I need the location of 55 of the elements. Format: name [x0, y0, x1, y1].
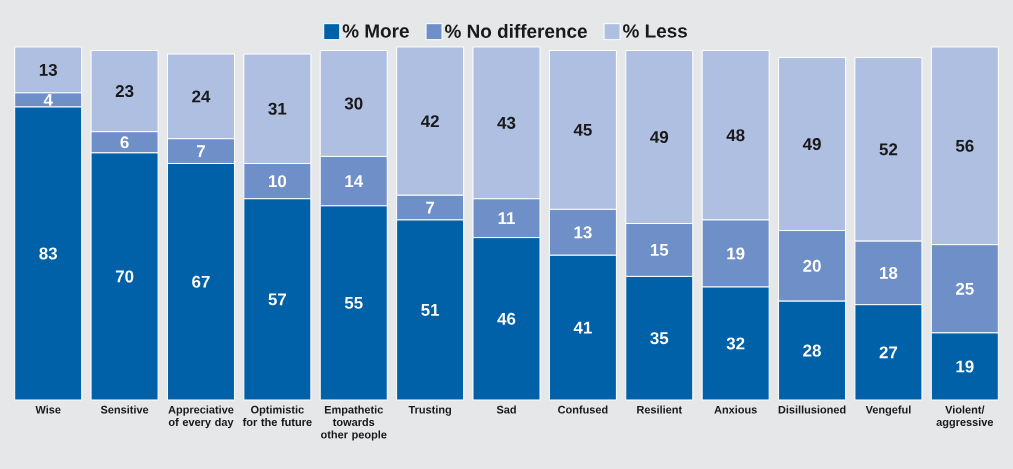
- data-label: 25: [955, 282, 974, 295]
- x-tick-label: Sensitive: [100, 405, 149, 414]
- data-label: 45: [573, 124, 592, 136]
- data-label: 49: [802, 138, 821, 151]
- data-label: 7: [196, 145, 205, 157]
- legend-label: % More: [342, 24, 409, 38]
- data-label: 48: [726, 129, 745, 142]
- data-label: 19: [956, 360, 974, 373]
- data-label: 52: [879, 143, 898, 156]
- data-label: 13: [39, 63, 58, 76]
- x-tick-label: Disillusioned: [778, 405, 846, 414]
- data-label: 51: [421, 304, 440, 316]
- data-label: 31: [268, 102, 287, 115]
- x-tick-label: Confused: [558, 405, 608, 414]
- data-label: 4: [43, 94, 53, 106]
- x-tick-label: Optimistic for the future: [242, 405, 312, 427]
- data-label: 57: [268, 293, 287, 306]
- data-label: 23: [115, 85, 134, 98]
- data-label: 46: [497, 312, 516, 325]
- x-tick-label: Empathetic towards other people: [320, 405, 387, 441]
- data-label: 13: [574, 226, 592, 239]
- data-label: 49: [650, 131, 669, 143]
- data-label: 28: [803, 344, 821, 357]
- x-tick-label: Anxious: [714, 405, 757, 414]
- data-label: 11: [498, 212, 515, 225]
- data-label: 56: [955, 139, 974, 152]
- data-label: 10: [269, 175, 287, 188]
- data-label: 35: [650, 332, 669, 345]
- data-label: 30: [344, 97, 363, 110]
- data-label: 70: [115, 270, 134, 283]
- data-label: 27: [879, 346, 898, 359]
- x-tick-label: Vengeful: [865, 405, 911, 416]
- x-tick-label: Trusting: [408, 405, 451, 416]
- data-label: 83: [39, 247, 58, 260]
- legend-label: % No difference: [444, 24, 587, 38]
- data-label: 67: [192, 275, 210, 288]
- data-label: 55: [344, 297, 363, 309]
- x-tick-label: Violent/ aggressive: [936, 405, 994, 429]
- data-label: 18: [880, 266, 898, 279]
- data-label: 15: [650, 244, 669, 256]
- data-label: 24: [192, 90, 211, 103]
- x-tick-label: Resilient: [637, 405, 682, 414]
- data-label: 42: [420, 115, 439, 128]
- data-label: 14: [345, 175, 364, 187]
- data-label: 41: [573, 321, 592, 334]
- legend-label: % Less: [623, 24, 687, 38]
- data-label: 19: [727, 247, 745, 260]
- data-label: 32: [726, 337, 745, 350]
- data-label: 43: [497, 116, 516, 129]
- data-label: 20: [803, 259, 821, 272]
- data-label: 6: [120, 136, 129, 149]
- x-tick-label: Wise: [35, 405, 61, 414]
- x-tick-label: Appreciative of every day: [168, 405, 234, 429]
- x-tick-label: Sad: [496, 405, 516, 414]
- data-label: 7: [426, 201, 435, 214]
